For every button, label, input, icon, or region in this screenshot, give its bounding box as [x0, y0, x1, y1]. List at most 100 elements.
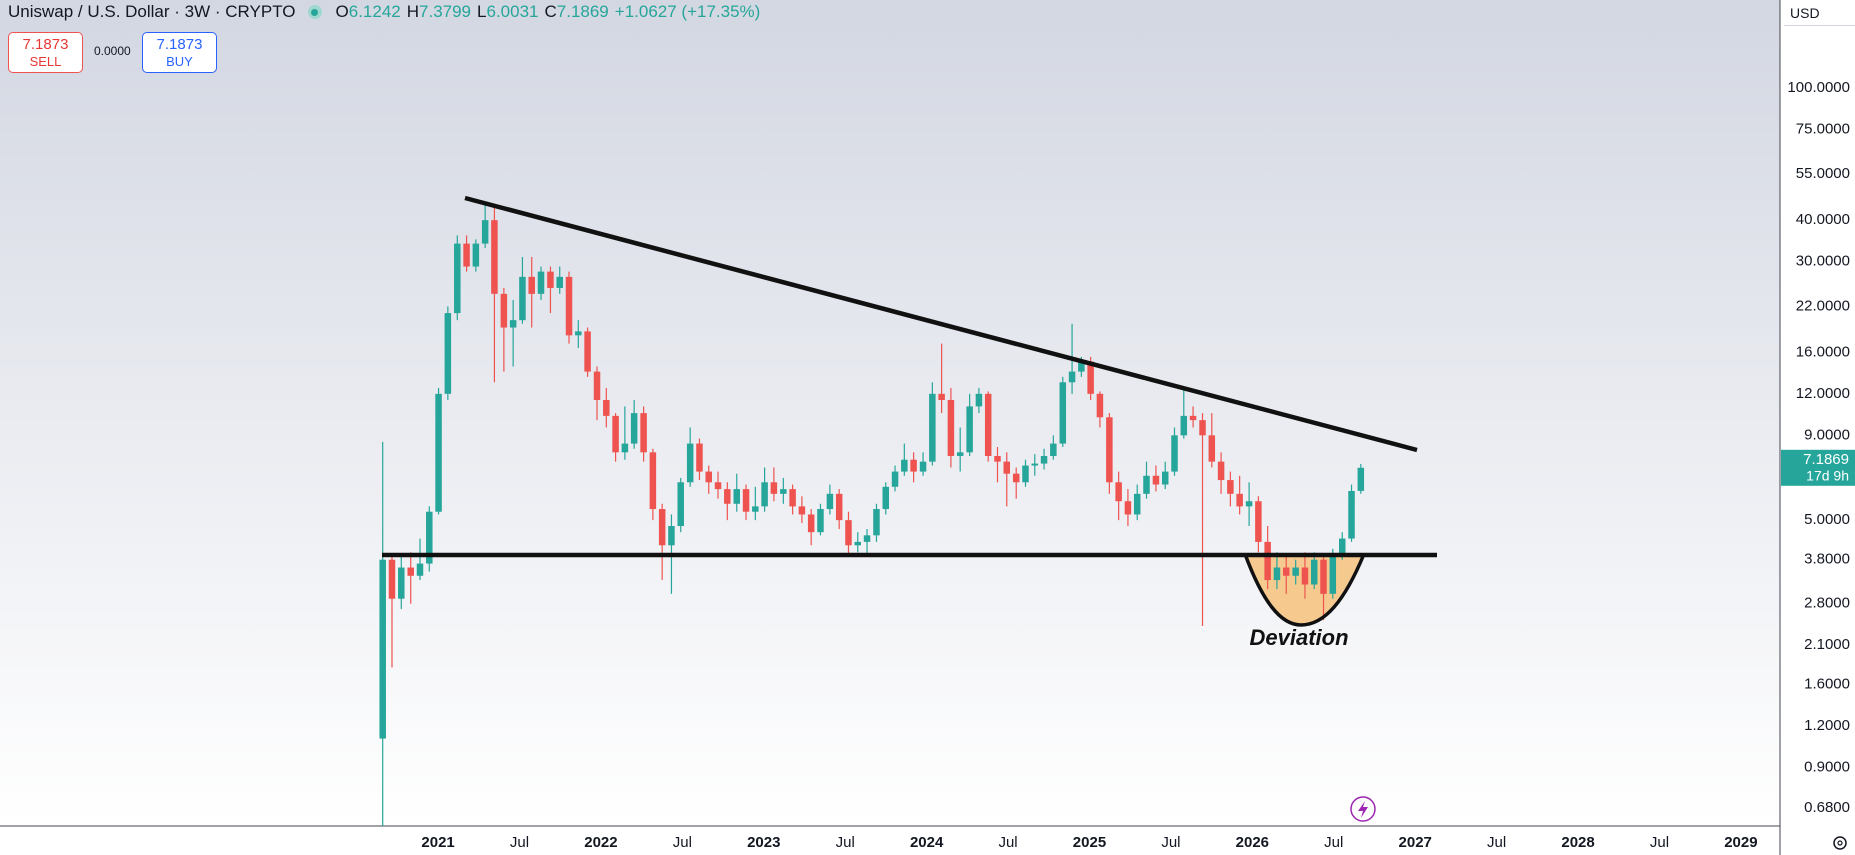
candle-body — [1329, 555, 1337, 594]
candle-body — [1031, 463, 1039, 466]
candle-body — [500, 293, 508, 328]
x-tick-label: Jul — [1487, 834, 1506, 851]
candle-body — [1012, 473, 1020, 483]
candle-body — [1171, 435, 1178, 472]
candle-body — [575, 331, 582, 336]
candle-body — [398, 567, 405, 599]
sell-button[interactable]: 7.1873 SELL — [8, 32, 83, 73]
candle-body — [1059, 382, 1067, 444]
candle-body — [826, 493, 834, 510]
settings-icon[interactable] — [1833, 836, 1847, 850]
settings-icon-center — [1837, 840, 1843, 846]
candle-body — [1133, 493, 1141, 515]
candle-body — [1199, 420, 1206, 436]
candle-body — [565, 276, 573, 336]
candle-body — [975, 393, 983, 407]
x-tick-label: Jul — [673, 834, 692, 851]
candle-body — [1180, 415, 1188, 436]
y-tick-label: 3.8000 — [1804, 551, 1850, 568]
x-tick-label: 2029 — [1724, 834, 1757, 851]
x-tick-label: 2022 — [584, 834, 617, 851]
x-tick-label: Jul — [836, 834, 855, 851]
x-tick-label: 2025 — [1073, 834, 1106, 851]
candle-body — [1078, 361, 1085, 372]
candle-body — [1282, 567, 1290, 576]
candle-body — [1152, 475, 1160, 485]
candle-body — [416, 563, 424, 576]
lightning-icon[interactable] — [1350, 796, 1376, 822]
plot-background — [0, 0, 1780, 826]
candle-body — [1227, 480, 1234, 494]
candle-body — [835, 493, 843, 521]
candle-body — [733, 489, 741, 504]
candle-body — [956, 452, 964, 456]
time-axis — [0, 826, 1780, 855]
candle-body — [873, 509, 880, 536]
y-tick-label: 1.2000 — [1804, 717, 1850, 734]
deviation-outline — [1243, 553, 1366, 627]
y-tick-label: 0.9000 — [1804, 758, 1850, 775]
candle-body — [882, 486, 890, 510]
candle-body — [770, 482, 778, 494]
sell-price: 7.1873 — [22, 36, 69, 53]
candle-body — [789, 489, 796, 507]
candle-body — [817, 509, 824, 533]
time-labels: 2021 Jul 2022 Jul 2023 Jul 2024 Jul 2025 Jul 2026 J… — [421, 834, 1757, 851]
candle-body — [845, 520, 852, 546]
x-tick-label: 2021 — [421, 834, 454, 851]
candle-body — [379, 559, 386, 739]
candle-body — [481, 220, 489, 244]
candle-body — [435, 393, 442, 512]
buy-price: 7.1873 — [156, 36, 203, 53]
ohlc-key: L — [477, 2, 487, 21]
x-tick-label: Jul — [1161, 834, 1180, 851]
candle-body — [696, 443, 703, 472]
candle-body — [1320, 559, 1327, 594]
y-tick-label: 2.8000 — [1804, 595, 1850, 612]
candle-body — [1068, 371, 1076, 383]
candle-body — [528, 276, 535, 294]
ohlc-value: 6.1242 — [348, 2, 401, 21]
lightning-glyph — [1358, 801, 1368, 818]
candle-body — [1161, 471, 1169, 485]
y-tick-label: 2.1000 — [1804, 636, 1850, 653]
candle-body — [1003, 461, 1011, 474]
candle-body — [509, 320, 517, 328]
candle-body — [603, 399, 610, 416]
candle-body — [1106, 417, 1113, 483]
last-price-box — [1781, 449, 1855, 486]
candle-body — [1348, 490, 1355, 539]
x-tick-label: Jul — [1650, 834, 1669, 851]
currency-selector[interactable]: USD — [1784, 0, 1855, 26]
candle-body — [1301, 567, 1309, 585]
candle-body — [1087, 361, 1094, 394]
candle-body — [1338, 538, 1346, 556]
candle-body — [621, 443, 629, 453]
symbol-title[interactable]: Uniswap / U.S. Dollar · 3W · CRYPTO — [8, 2, 296, 21]
candle-body — [1310, 559, 1318, 585]
x-tick-label: 2027 — [1399, 834, 1432, 851]
y-tick-label: 40.0000 — [1796, 211, 1850, 228]
candle-body — [463, 243, 470, 267]
candle-body — [640, 413, 647, 453]
candles — [379, 203, 1365, 826]
candle-body — [714, 482, 722, 490]
candle-body — [742, 489, 750, 512]
candle-body — [901, 459, 908, 472]
candle-body — [519, 276, 526, 321]
x-tick-label: 2024 — [910, 834, 944, 851]
y-tick-label: 30.0000 — [1796, 253, 1850, 270]
candle-body — [891, 471, 899, 487]
ohlc-value: 7.1869 — [556, 2, 609, 21]
buy-button[interactable]: 7.1873 BUY — [142, 32, 217, 73]
candle-body — [1357, 467, 1365, 491]
sell-label: SELL — [29, 54, 62, 69]
candle-body — [388, 559, 396, 599]
candle-body — [780, 489, 787, 494]
candle-body — [1236, 493, 1243, 507]
candle-body — [686, 443, 694, 483]
ohlc-key: C — [544, 2, 557, 21]
candle-body — [1115, 482, 1122, 502]
candle-body — [491, 220, 498, 294]
